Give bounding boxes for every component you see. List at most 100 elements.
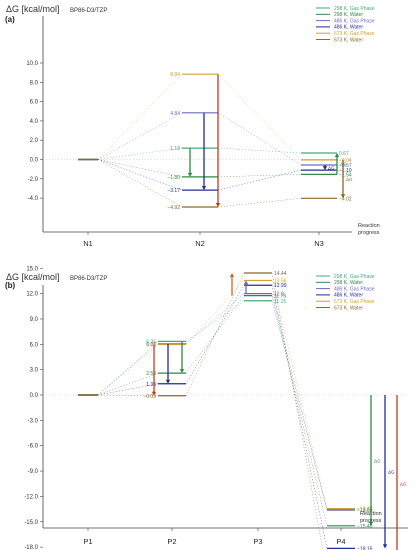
connector-line	[97, 147, 183, 160]
y-tick-label: 6.0	[30, 100, 39, 106]
data-label: 6.05	[146, 342, 156, 348]
series-3: 1.33 12.99 −18.15	[78, 283, 373, 550]
data-label: −18.15	[357, 546, 373, 550]
data-label: 6.35	[146, 339, 156, 345]
method-label: BP86-D3/TZP	[70, 276, 107, 282]
arrow-head	[151, 391, 157, 396]
data-label: 12.99	[274, 283, 287, 289]
y-tick-label: -18.0	[24, 545, 38, 550]
x-tick-label-p3: P3	[253, 537, 262, 546]
y-tick-label: 8.0	[30, 80, 39, 86]
connector-line	[97, 344, 159, 396]
arrow-head	[382, 544, 388, 549]
arrow-head	[201, 186, 207, 191]
x-tick-label-n2: N2	[195, 239, 205, 248]
y-tick-label: -6.0	[28, 444, 39, 450]
y-tick-label: -15.0	[24, 520, 38, 526]
connector-line	[97, 159, 183, 178]
data-label: −1.80	[167, 175, 180, 181]
data-label: 2.59	[146, 371, 156, 377]
legend-entry: 298 K, Gas Phase	[334, 6, 375, 12]
y-tick-label: 12.0	[26, 292, 38, 298]
connector-line	[97, 159, 183, 208]
connector-line	[217, 147, 302, 154]
x-tick-label-n3: N3	[314, 239, 324, 248]
arrow-head	[243, 280, 249, 285]
y-tick-label: 3.0	[30, 368, 39, 374]
data-label: −1.54	[339, 172, 352, 178]
data-label: −4.92	[167, 205, 180, 211]
method-label: BP86-D3/TZP	[70, 8, 107, 14]
panel-label: (b)	[5, 281, 16, 290]
connector-line	[217, 169, 302, 191]
x-tick-label-p4: P4	[336, 537, 345, 546]
series-2: 6.05 12.0 −13.63	[78, 292, 373, 514]
connector-line	[97, 394, 159, 397]
data-label: −1.10	[339, 168, 352, 174]
data-label: 4.84	[170, 111, 180, 117]
y-tick-label: -4.0	[28, 196, 39, 202]
y-tick-label: -2.0	[28, 177, 39, 183]
connector-line	[97, 383, 159, 396]
connector-line	[185, 293, 245, 345]
connector-line	[271, 280, 328, 509]
data-label: 14.44	[274, 271, 287, 277]
y-tick-label: -12.0	[24, 494, 38, 500]
delta-g-arrow	[229, 272, 235, 296]
delta-g-arrow: ΔG	[382, 395, 395, 549]
y-axis-title: ΔG [kcal/mol]	[6, 272, 60, 282]
connector-line	[217, 74, 302, 161]
data-label: 1.33	[146, 382, 156, 388]
data-label: 5.97	[146, 343, 156, 349]
connector-line	[97, 112, 183, 160]
delta-g-arrow: ΔG	[322, 165, 335, 171]
delta-g-arrow: ΔG	[368, 395, 381, 526]
data-label: −15.48	[357, 524, 373, 530]
series-0: 6.35 11.15 −13.55	[78, 299, 373, 513]
data-label: −0.57	[339, 163, 352, 169]
data-label: 1.18	[170, 146, 180, 152]
data-label: −4.02	[339, 196, 352, 202]
y-tick-label: 0.0	[30, 393, 39, 399]
series-4: 5.97 13.56 −13.45	[78, 278, 373, 513]
arrow-delta-g-label: ΔG	[400, 482, 407, 487]
y-tick-label: -3.0	[28, 418, 39, 424]
data-label: 8.84	[170, 72, 180, 78]
legend-entry: 486 K, Gas Phase	[334, 18, 375, 24]
x-tick-label-p2: P2	[167, 537, 176, 546]
delta-g-arrow: ΔG	[340, 159, 353, 199]
y-tick-label: 2.0	[30, 138, 39, 144]
legend-entry: 673 K, Water	[334, 305, 363, 311]
data-label: 12.0	[274, 292, 284, 298]
legend-entry: 673 K, Gas Phase	[334, 31, 375, 37]
y-axis-title: ΔG [kcal/mol]	[6, 4, 60, 14]
arrow-head	[229, 272, 235, 277]
connector-line	[217, 198, 302, 208]
delta-g-arrow	[201, 112, 207, 191]
y-tick-label: -9.0	[28, 469, 39, 475]
data-label: −0.09	[143, 394, 156, 400]
delta-g-arrow	[165, 343, 171, 384]
connector-line	[217, 112, 302, 166]
connector-line	[217, 174, 302, 178]
data-label: 11.15	[274, 299, 286, 305]
arrow-head	[179, 369, 185, 374]
connector-line	[185, 280, 245, 345]
data-label: −0.04	[339, 158, 352, 164]
data-label: 11.76	[274, 294, 286, 300]
series-1: 2.59 11.76 −15.48	[78, 294, 373, 530]
arrow-head	[165, 379, 171, 384]
delta-g-arrow	[179, 341, 185, 374]
connector-line	[271, 285, 328, 549]
connector-line	[271, 293, 328, 511]
delta-g-arrow	[187, 148, 193, 177]
delta-g-arrow	[243, 280, 249, 294]
connector-line	[271, 300, 328, 510]
connector-line	[271, 295, 328, 526]
panel-b: ΔG [kcal/mol] BP86-D3/TZP (b) -18.0 -15.0 -12…	[5, 266, 408, 550]
arrow-head	[368, 521, 374, 526]
